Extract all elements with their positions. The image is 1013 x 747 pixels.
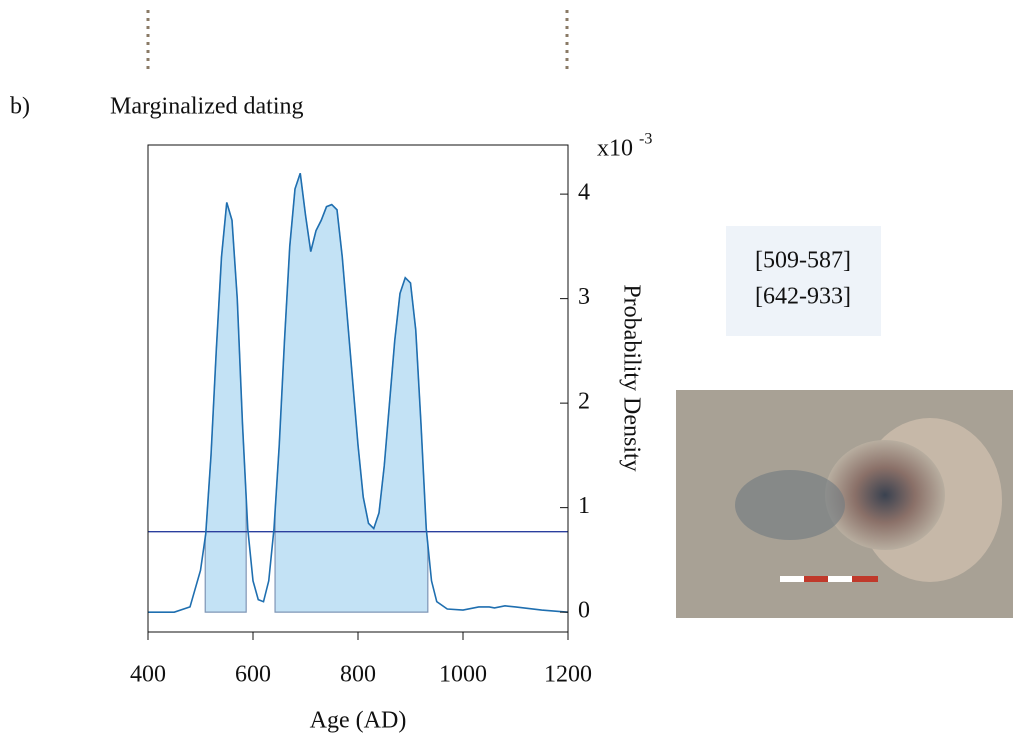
y-tick-label: 0 [578, 598, 590, 624]
x-tick-label: 600 [235, 662, 271, 688]
photo-channel [735, 470, 845, 540]
hpd-region [204, 202, 247, 613]
density-line [148, 172, 569, 613]
site-photo [676, 390, 1013, 618]
x-tick-label: 800 [340, 662, 376, 688]
plot: 400 600 800 1000 1200 0 1 2 3 4 [130, 144, 592, 688]
y-axis-label: Probability Density [618, 284, 644, 471]
y-tick-label: 1 [578, 493, 590, 519]
y-tick-label: 4 [578, 180, 590, 206]
hpd-region [274, 173, 429, 613]
x-tick-label: 1200 [544, 662, 592, 688]
panel-label: b) [10, 94, 30, 120]
x-axis-label: Age (AD) [310, 708, 407, 734]
x-tick-label: 1000 [439, 662, 487, 688]
photo-scale [828, 576, 852, 582]
chart-title: Marginalized dating [110, 94, 304, 120]
interval-label: [642-933] [755, 284, 851, 310]
y-tick-label: 2 [578, 389, 590, 415]
interval-label: [509-587] [755, 248, 851, 274]
y-exponent: x10 [597, 136, 633, 162]
interval-box [726, 226, 881, 336]
y-tick-label: 3 [578, 284, 590, 310]
x-tick-label: 400 [130, 662, 166, 688]
photo-scale [780, 576, 804, 582]
y-exponent-power: -3 [639, 131, 652, 148]
photo-pit [825, 440, 945, 550]
